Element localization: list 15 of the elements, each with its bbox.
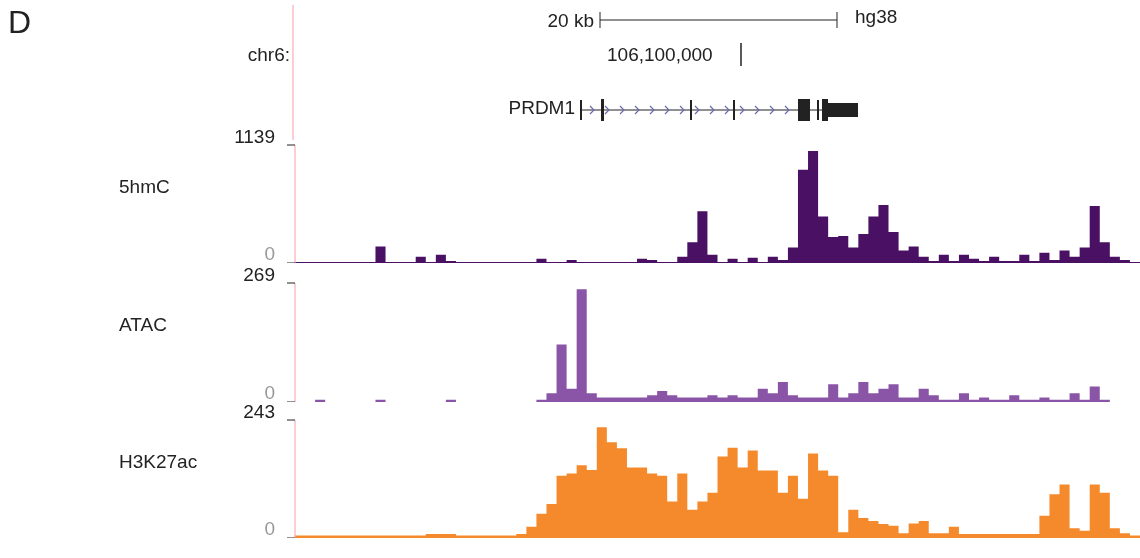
text: 106,100,000 xyxy=(607,44,713,66)
y-tick-label: 0 xyxy=(264,243,275,264)
text: chr6: xyxy=(247,44,290,66)
y-tick-label: 0 xyxy=(264,518,275,539)
text: PRDM1 xyxy=(508,97,575,119)
y-tick-label: 243 xyxy=(243,401,275,422)
text: hg38 xyxy=(855,6,898,28)
y-tick-label: 1139 xyxy=(234,126,275,147)
text: D xyxy=(8,4,32,41)
y-tick-label: 0 xyxy=(264,382,275,403)
y-axis-title: 5hmC xyxy=(119,176,170,198)
y-axis-title: H3K27ac xyxy=(119,451,198,473)
y-tick-label: 269 xyxy=(243,264,275,285)
y-axis-title: ATAC xyxy=(119,314,167,336)
text: 20 kb xyxy=(547,10,594,32)
